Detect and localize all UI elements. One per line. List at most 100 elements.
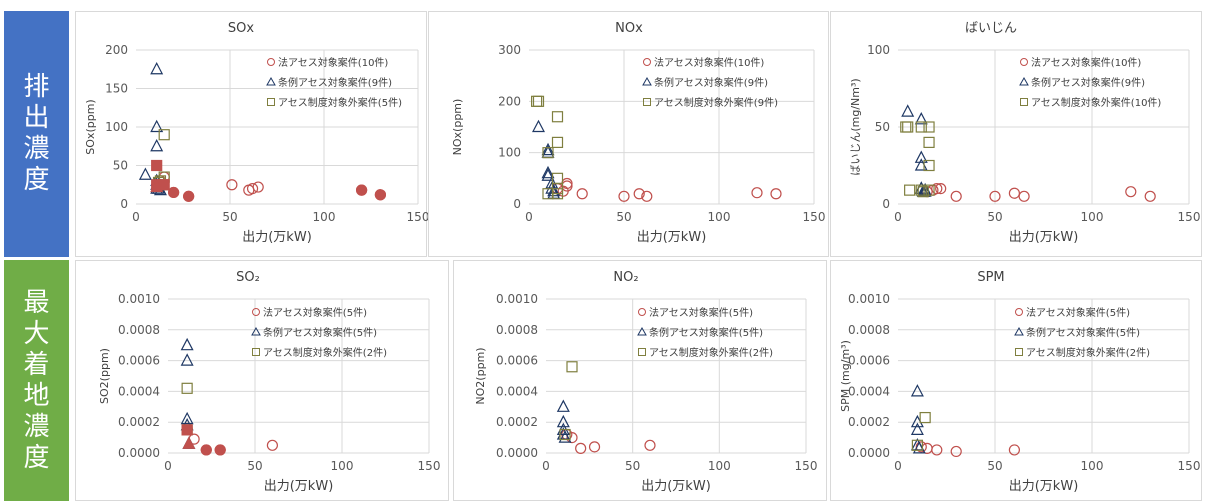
legend-label: アセス制度対象外案件(2件) xyxy=(263,346,387,359)
x-axis-label: 出力(万kW) xyxy=(637,230,707,245)
legend-entry: 条例アセス対象案件(5件) xyxy=(1014,326,1140,339)
data-point xyxy=(547,183,561,197)
y-tick-label: 100 xyxy=(867,43,890,57)
legend-entry: 法アセス対象案件(10件) xyxy=(267,56,388,69)
row-label-char: 排 xyxy=(23,72,50,102)
data-point xyxy=(158,129,170,141)
y-tick-label: 0.0002 xyxy=(496,415,538,429)
x-axis-label: 出力(万kW) xyxy=(1009,230,1079,245)
y-tick-label: 0.0010 xyxy=(496,292,538,306)
y-tick-label: 0.0006 xyxy=(496,354,538,368)
x-tick-label: 0 xyxy=(894,459,902,473)
legend-label: 法アセス対象案件(10件) xyxy=(654,56,764,69)
data-point xyxy=(1008,444,1020,456)
data-point xyxy=(266,439,278,451)
x-tick-label: 100 xyxy=(313,210,336,224)
data-point xyxy=(566,361,578,373)
legend-label: 法アセス対象案件(5件) xyxy=(1026,306,1130,319)
data-point xyxy=(180,411,194,425)
data-point xyxy=(561,177,573,190)
legend-label: 条例アセス対象案件(9件) xyxy=(654,76,768,89)
data-point-filled xyxy=(181,424,193,436)
legend-entry: 法アセス対象案件(10件) xyxy=(643,56,764,69)
data-point xyxy=(243,184,255,196)
data-point xyxy=(532,95,545,107)
row-label-char: 濃 xyxy=(23,134,50,164)
data-point xyxy=(950,445,962,458)
legend-label: 条例アセス対象案件(9件) xyxy=(1031,76,1145,89)
x-tick-label: 100 xyxy=(331,459,354,473)
data-point xyxy=(541,168,555,181)
data-point xyxy=(150,61,164,75)
data-point xyxy=(1125,186,1137,198)
data-point xyxy=(558,430,572,443)
legend-entry: 法アセス対象案件(10件) xyxy=(1020,56,1141,69)
legend-entry: アセス制度対象外案件(2件) xyxy=(252,346,387,359)
legend-entry: 法アセス対象案件(5件) xyxy=(638,306,753,319)
data-point xyxy=(644,439,656,451)
data-point xyxy=(541,142,555,156)
chart-nox: 0 100 200 300 0 50 100 150 NOx 出力(万kW) NOx(ppm) 法アセ… xyxy=(428,11,829,257)
data-point xyxy=(770,188,782,200)
y-tick-label: 0 xyxy=(120,197,128,211)
data-point-filled xyxy=(356,184,368,196)
y-tick-label: 0 xyxy=(882,197,890,211)
x-tick-label: 50 xyxy=(247,459,262,473)
data-point xyxy=(180,353,194,366)
data-point xyxy=(532,119,545,133)
y-axis-label: SPM (mg/m³) xyxy=(839,340,852,412)
data-point xyxy=(551,188,564,200)
data-point xyxy=(551,136,564,149)
y-tick-label: 100 xyxy=(105,120,128,134)
y-tick-label: 100 xyxy=(498,146,521,160)
y-tick-label: 0.0006 xyxy=(118,354,160,368)
chart-title: ばいじん xyxy=(965,21,1017,36)
row-label-char: 濃 xyxy=(23,411,50,442)
y-tick-label: 0.0000 xyxy=(848,446,890,460)
chart-spm: 0.0000 0.0002 0.0004 0.0006 0.0008 0.0010 0 50 1… xyxy=(830,260,1202,501)
data-point xyxy=(915,184,927,196)
data-point xyxy=(902,121,914,133)
y-axis-label: NOx(ppm) xyxy=(451,99,464,156)
data-point xyxy=(911,439,924,451)
data-point-filled xyxy=(150,179,164,193)
data-point xyxy=(541,165,555,179)
legend-entry: 条例アセス対象案件(9件) xyxy=(1019,76,1145,89)
x-axis-label: 出力(万kW) xyxy=(242,230,312,245)
x-axis-label: 出力(万kW) xyxy=(1009,479,1079,494)
data-point xyxy=(935,183,947,195)
x-tick-label: 50 xyxy=(987,459,1002,473)
data-point xyxy=(914,150,928,163)
data-point xyxy=(915,121,927,133)
data-point xyxy=(917,186,929,198)
data-point xyxy=(138,167,152,180)
y-tick-label: 0.0004 xyxy=(848,384,890,398)
data-point-filled xyxy=(183,190,195,202)
row-label-emission-concentration: 排出濃度 xyxy=(4,11,69,257)
chart-dust: 0 50 100 0 50 100 150 ばいじん 出力(万kW) ばいじん(mg/Nm³) 法ア… xyxy=(830,11,1202,257)
y-tick-label: 0.0008 xyxy=(848,323,890,337)
x-tick-label: 0 xyxy=(542,459,550,473)
y-tick-label: 0.0008 xyxy=(118,323,160,337)
data-point xyxy=(923,136,935,149)
y-tick-label: 0.0004 xyxy=(118,384,160,398)
y-tick-label: 0.0004 xyxy=(496,384,538,398)
data-point xyxy=(181,382,193,394)
chart-title: SO₂ xyxy=(236,270,260,285)
data-point xyxy=(575,442,587,454)
x-axis-label: 出力(万kW) xyxy=(264,479,334,494)
row-label-char: 度 xyxy=(23,442,50,473)
data-point xyxy=(915,441,927,453)
data-point xyxy=(641,190,653,202)
legend-label: 法アセス対象案件(10件) xyxy=(278,56,388,69)
y-tick-label: 0 xyxy=(513,197,521,211)
legend-entry: 法アセス対象案件(5件) xyxy=(252,306,367,319)
legend-label: 法アセス対象案件(10件) xyxy=(1031,56,1141,69)
x-tick-label: 100 xyxy=(1081,459,1104,473)
data-point-filled xyxy=(182,436,196,449)
row-label-max-ground-concentration: 最大着地濃度 xyxy=(4,260,69,501)
legend-label: アセス制度対象外案件(5件) xyxy=(278,96,402,109)
y-axis-label: SO2(ppm) xyxy=(98,348,111,404)
data-point xyxy=(910,422,924,435)
x-tick-label: 50 xyxy=(987,210,1002,224)
